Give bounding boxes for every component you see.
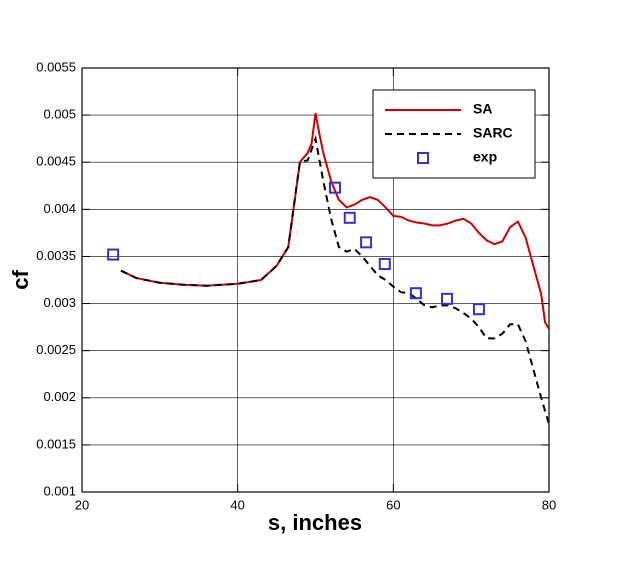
exp-marker: [378, 257, 391, 270]
y-tick-label: 0.0055: [36, 59, 76, 74]
x-axis-title: s, inches: [268, 510, 362, 535]
x-tick-label: 40: [230, 497, 244, 512]
y-tick-label: 0.0035: [36, 248, 76, 263]
y-tick-label: 0.002: [43, 389, 76, 404]
series-line: [120, 134, 550, 425]
legend-label: exp: [473, 149, 497, 165]
y-tick-label: 0.0045: [36, 154, 76, 169]
exp-marker: [409, 287, 422, 300]
plot-frame: [81, 67, 550, 493]
y-axis-title: cf: [8, 270, 33, 290]
y-tick-label: 0.004: [43, 201, 76, 216]
y-tick-label: 0.003: [43, 295, 76, 310]
y-tick-label: 0.0015: [36, 436, 76, 451]
exp-marker: [107, 248, 120, 261]
exp-marker: [472, 303, 485, 316]
legend-label: SARC: [473, 125, 513, 141]
exp-marker: [343, 211, 356, 224]
exp-marker: [441, 292, 454, 305]
exp-marker: [328, 181, 341, 194]
exp-marker: [360, 236, 373, 249]
y-tick-label: 0.005: [43, 107, 76, 122]
x-tick-label: 80: [542, 497, 556, 512]
x-tick-label: 60: [386, 497, 400, 512]
legend-marker: [417, 152, 429, 164]
series-line: [120, 113, 550, 330]
x-tick-label: 20: [75, 497, 89, 512]
legend-label: SA: [473, 101, 492, 117]
y-tick-label: 0.001: [43, 483, 76, 498]
y-tick-label: 0.0025: [36, 342, 76, 357]
